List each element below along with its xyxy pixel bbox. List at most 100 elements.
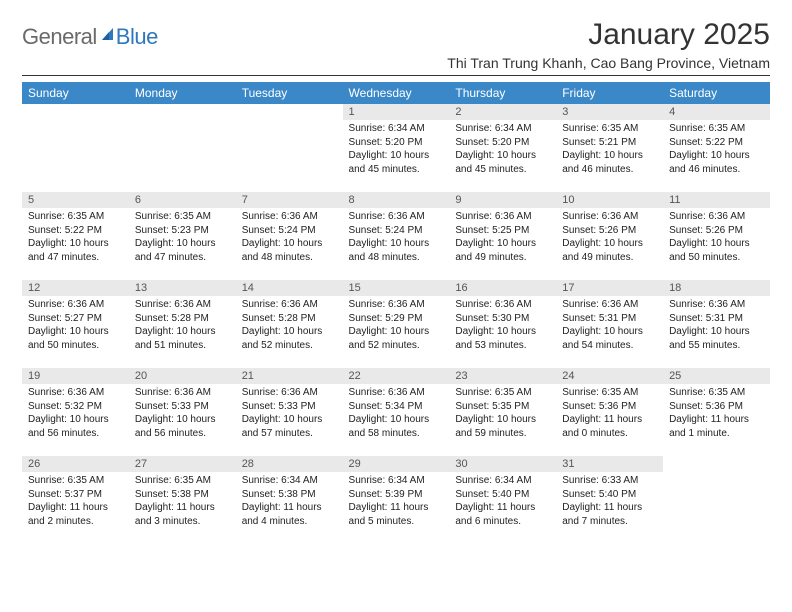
calendar-cell: 9Sunrise: 6:36 AMSunset: 5:25 PMDaylight… bbox=[449, 192, 556, 280]
day-number: 28 bbox=[236, 456, 343, 472]
day-line: and 6 minutes. bbox=[455, 515, 550, 529]
day-line: Sunrise: 6:35 AM bbox=[28, 210, 123, 224]
day-line: Daylight: 10 hours bbox=[242, 325, 337, 339]
day-line: Sunrise: 6:35 AM bbox=[562, 122, 657, 136]
calendar-week: 12Sunrise: 6:36 AMSunset: 5:27 PMDayligh… bbox=[22, 280, 770, 368]
day-line: and 48 minutes. bbox=[349, 251, 444, 265]
day-content: Sunrise: 6:35 AMSunset: 5:36 PMDaylight:… bbox=[663, 384, 770, 444]
day-content bbox=[129, 108, 236, 114]
day-content: Sunrise: 6:36 AMSunset: 5:26 PMDaylight:… bbox=[663, 208, 770, 268]
day-line: Sunrise: 6:35 AM bbox=[455, 386, 550, 400]
day-number: 5 bbox=[22, 192, 129, 208]
calendar-cell: 22Sunrise: 6:36 AMSunset: 5:34 PMDayligh… bbox=[343, 368, 450, 456]
calendar-cell: 4Sunrise: 6:35 AMSunset: 5:22 PMDaylight… bbox=[663, 104, 770, 192]
day-line: Sunrise: 6:36 AM bbox=[242, 386, 337, 400]
calendar-cell: 31Sunrise: 6:33 AMSunset: 5:40 PMDayligh… bbox=[556, 456, 663, 544]
calendar-cell bbox=[129, 104, 236, 192]
day-line: Daylight: 10 hours bbox=[28, 237, 123, 251]
day-number: 8 bbox=[343, 192, 450, 208]
day-line: Sunrise: 6:36 AM bbox=[28, 298, 123, 312]
day-content: Sunrise: 6:34 AMSunset: 5:20 PMDaylight:… bbox=[449, 120, 556, 180]
calendar-week: 19Sunrise: 6:36 AMSunset: 5:32 PMDayligh… bbox=[22, 368, 770, 456]
day-number: 18 bbox=[663, 280, 770, 296]
calendar-cell: 13Sunrise: 6:36 AMSunset: 5:28 PMDayligh… bbox=[129, 280, 236, 368]
day-line: Sunset: 5:36 PM bbox=[669, 400, 764, 414]
day-line: Sunrise: 6:36 AM bbox=[562, 210, 657, 224]
day-number: 22 bbox=[343, 368, 450, 384]
day-line: Daylight: 11 hours bbox=[28, 501, 123, 515]
sail-icon bbox=[99, 26, 117, 47]
day-content: Sunrise: 6:34 AMSunset: 5:38 PMDaylight:… bbox=[236, 472, 343, 532]
day-line: Daylight: 10 hours bbox=[28, 413, 123, 427]
day-header: Friday bbox=[556, 82, 663, 104]
day-line: and 58 minutes. bbox=[349, 427, 444, 441]
day-line: Sunset: 5:34 PM bbox=[349, 400, 444, 414]
day-line: Sunrise: 6:36 AM bbox=[135, 386, 230, 400]
day-line: Sunset: 5:32 PM bbox=[28, 400, 123, 414]
calendar-cell: 6Sunrise: 6:35 AMSunset: 5:23 PMDaylight… bbox=[129, 192, 236, 280]
day-line: Sunset: 5:36 PM bbox=[562, 400, 657, 414]
day-line: and 56 minutes. bbox=[28, 427, 123, 441]
day-line: Sunrise: 6:36 AM bbox=[669, 298, 764, 312]
day-number: 26 bbox=[22, 456, 129, 472]
day-line: Sunrise: 6:36 AM bbox=[455, 298, 550, 312]
day-content: Sunrise: 6:36 AMSunset: 5:31 PMDaylight:… bbox=[663, 296, 770, 356]
calendar-cell: 26Sunrise: 6:35 AMSunset: 5:37 PMDayligh… bbox=[22, 456, 129, 544]
day-content: Sunrise: 6:35 AMSunset: 5:22 PMDaylight:… bbox=[22, 208, 129, 268]
day-line: Sunrise: 6:34 AM bbox=[242, 474, 337, 488]
day-line: Daylight: 10 hours bbox=[349, 237, 444, 251]
day-line: Daylight: 11 hours bbox=[562, 501, 657, 515]
day-line: Sunset: 5:21 PM bbox=[562, 136, 657, 150]
day-line: Sunrise: 6:36 AM bbox=[349, 386, 444, 400]
day-content: Sunrise: 6:35 AMSunset: 5:37 PMDaylight:… bbox=[22, 472, 129, 532]
day-line: Sunset: 5:38 PM bbox=[242, 488, 337, 502]
day-line: Daylight: 10 hours bbox=[669, 149, 764, 163]
day-line: Sunrise: 6:33 AM bbox=[562, 474, 657, 488]
day-number: 14 bbox=[236, 280, 343, 296]
day-line: Daylight: 10 hours bbox=[349, 325, 444, 339]
calendar-cell bbox=[22, 104, 129, 192]
day-line: Daylight: 11 hours bbox=[349, 501, 444, 515]
day-line: Sunset: 5:28 PM bbox=[242, 312, 337, 326]
day-line: Daylight: 11 hours bbox=[455, 501, 550, 515]
calendar-table: Sunday Monday Tuesday Wednesday Thursday… bbox=[22, 82, 770, 544]
day-line: Daylight: 10 hours bbox=[349, 149, 444, 163]
day-content: Sunrise: 6:36 AMSunset: 5:28 PMDaylight:… bbox=[236, 296, 343, 356]
day-content: Sunrise: 6:33 AMSunset: 5:40 PMDaylight:… bbox=[556, 472, 663, 532]
day-content: Sunrise: 6:36 AMSunset: 5:24 PMDaylight:… bbox=[343, 208, 450, 268]
calendar-cell: 11Sunrise: 6:36 AMSunset: 5:26 PMDayligh… bbox=[663, 192, 770, 280]
day-line: Sunrise: 6:35 AM bbox=[562, 386, 657, 400]
calendar-cell: 27Sunrise: 6:35 AMSunset: 5:38 PMDayligh… bbox=[129, 456, 236, 544]
day-line: Sunset: 5:40 PM bbox=[455, 488, 550, 502]
calendar-cell: 19Sunrise: 6:36 AMSunset: 5:32 PMDayligh… bbox=[22, 368, 129, 456]
day-line: Sunset: 5:33 PM bbox=[242, 400, 337, 414]
day-number: 15 bbox=[343, 280, 450, 296]
day-content: Sunrise: 6:36 AMSunset: 5:28 PMDaylight:… bbox=[129, 296, 236, 356]
day-line: Daylight: 11 hours bbox=[242, 501, 337, 515]
day-header: Sunday bbox=[22, 82, 129, 104]
day-line: Sunset: 5:24 PM bbox=[242, 224, 337, 238]
day-line: and 59 minutes. bbox=[455, 427, 550, 441]
day-content: Sunrise: 6:36 AMSunset: 5:31 PMDaylight:… bbox=[556, 296, 663, 356]
day-line: and 1 minute. bbox=[669, 427, 764, 441]
day-line: and 52 minutes. bbox=[242, 339, 337, 353]
calendar-head: Sunday Monday Tuesday Wednesday Thursday… bbox=[22, 82, 770, 104]
day-content: Sunrise: 6:35 AMSunset: 5:22 PMDaylight:… bbox=[663, 120, 770, 180]
day-line: and 2 minutes. bbox=[28, 515, 123, 529]
day-line: Sunset: 5:28 PM bbox=[135, 312, 230, 326]
day-line: Sunrise: 6:36 AM bbox=[242, 210, 337, 224]
calendar-week: 5Sunrise: 6:35 AMSunset: 5:22 PMDaylight… bbox=[22, 192, 770, 280]
day-number: 4 bbox=[663, 104, 770, 120]
day-line: Daylight: 10 hours bbox=[455, 413, 550, 427]
day-line: Daylight: 10 hours bbox=[242, 413, 337, 427]
day-line: Sunset: 5:26 PM bbox=[562, 224, 657, 238]
day-number: 25 bbox=[663, 368, 770, 384]
day-line: Sunset: 5:20 PM bbox=[349, 136, 444, 150]
day-line: Sunset: 5:26 PM bbox=[669, 224, 764, 238]
day-line: Sunset: 5:31 PM bbox=[562, 312, 657, 326]
day-header: Thursday bbox=[449, 82, 556, 104]
calendar-cell: 25Sunrise: 6:35 AMSunset: 5:36 PMDayligh… bbox=[663, 368, 770, 456]
calendar-cell: 18Sunrise: 6:36 AMSunset: 5:31 PMDayligh… bbox=[663, 280, 770, 368]
day-line: Sunset: 5:37 PM bbox=[28, 488, 123, 502]
day-line: Sunset: 5:22 PM bbox=[669, 136, 764, 150]
